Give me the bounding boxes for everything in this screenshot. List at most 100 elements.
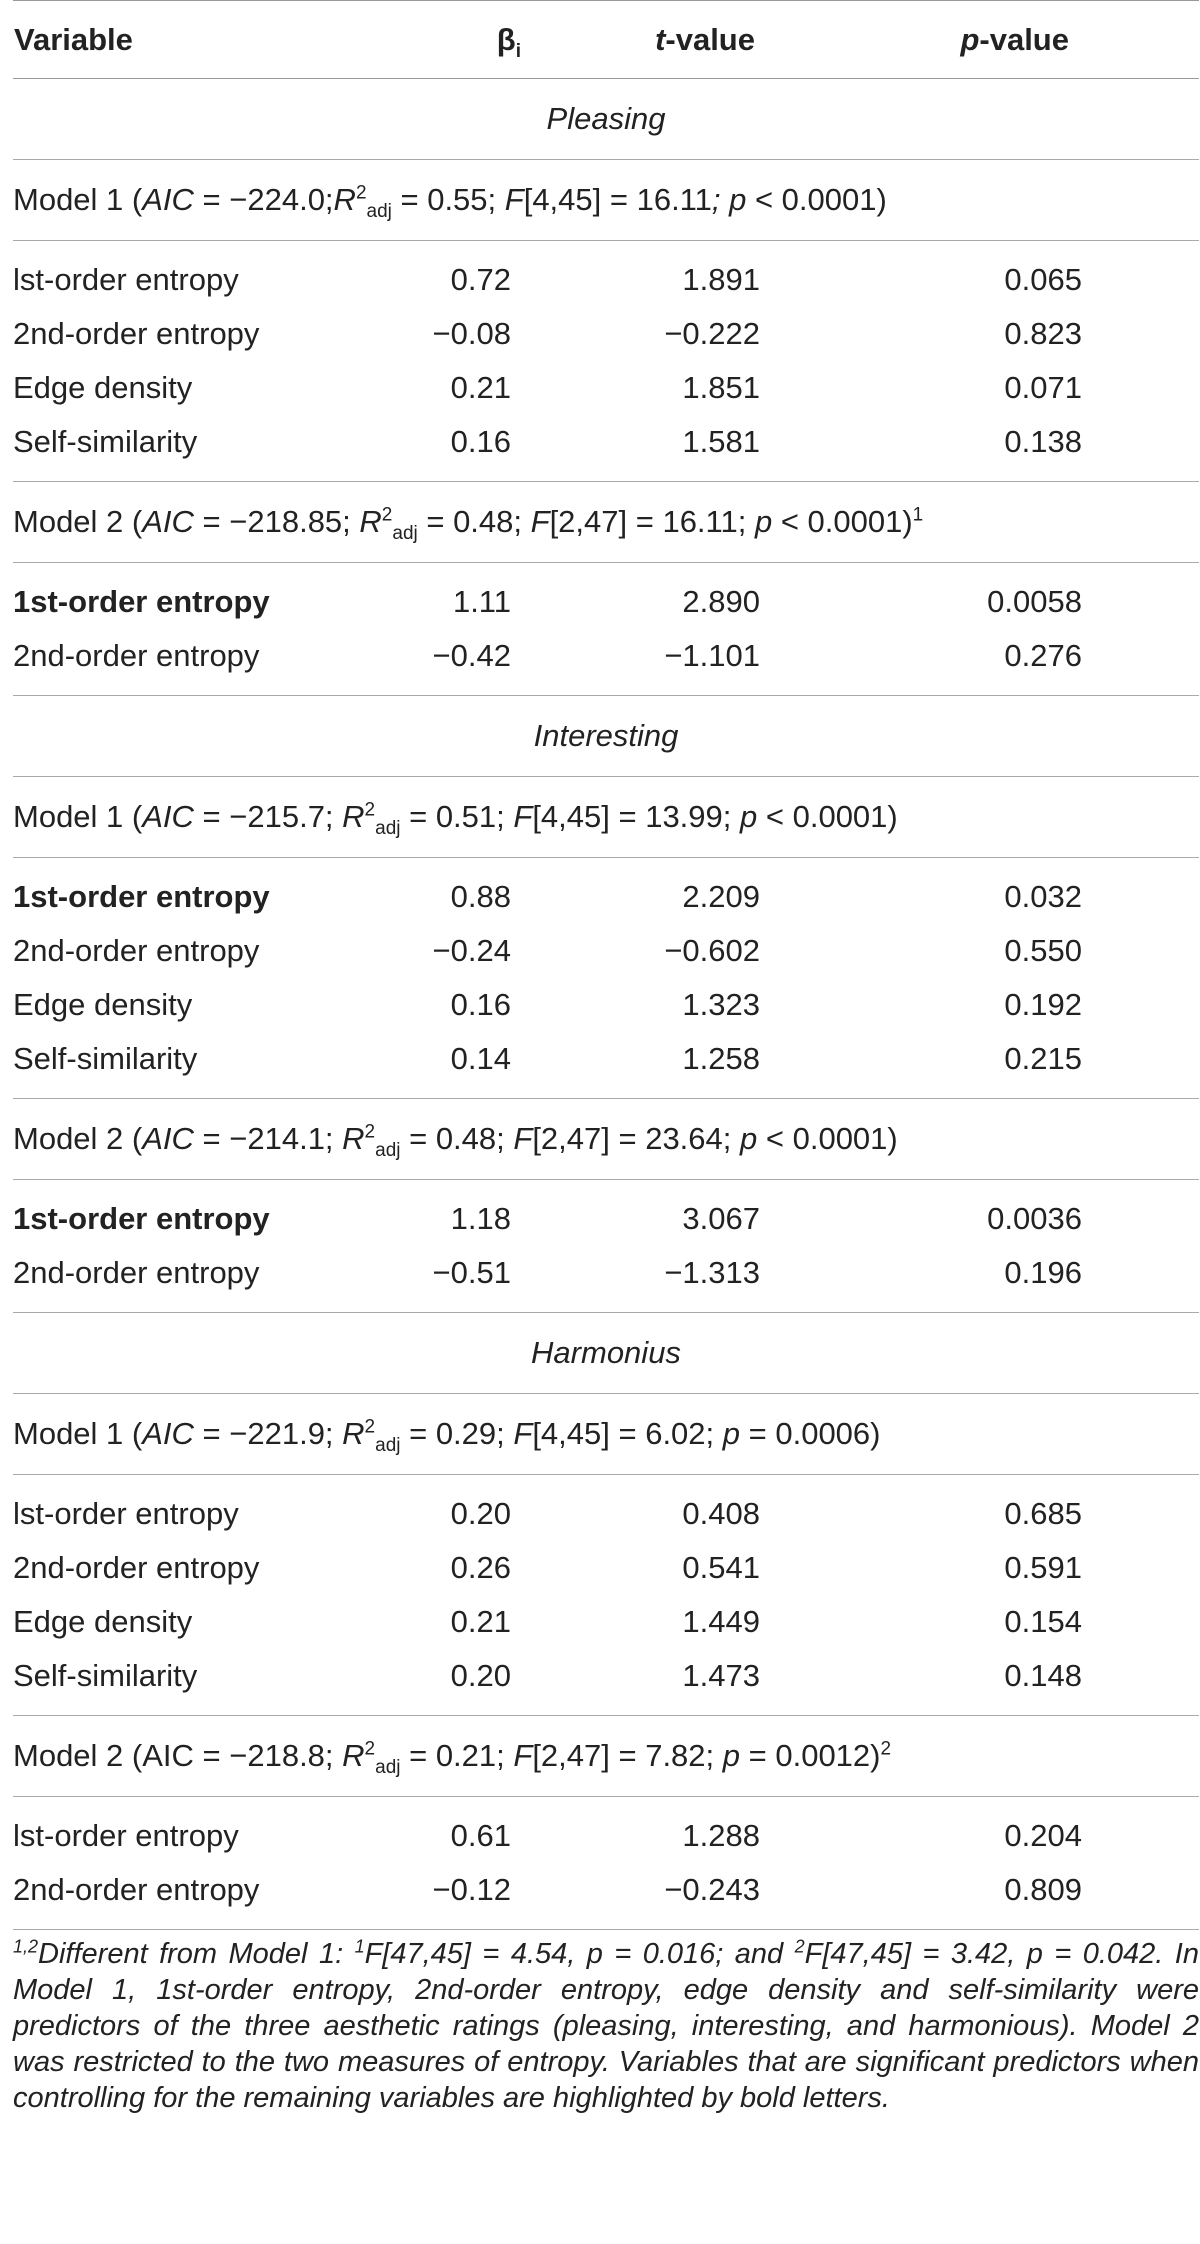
table-row: Edge density 0.21 1.851 0.071 (13, 361, 1199, 415)
model-stat-part: adj (375, 1435, 401, 1457)
model-stat-part: = 0.21; (400, 1738, 514, 1773)
variable-cell: lst-order entropy (13, 1496, 239, 1531)
table-row: lst-order entropy 0.61 1.288 0.204 (13, 1797, 1199, 1864)
header-t-letter: t (655, 21, 666, 57)
t-value-cell: 1.851 (682, 370, 760, 405)
model-stat-part: F (513, 1738, 533, 1773)
beta-cell: 0.20 (357, 1649, 533, 1716)
t-value-cell: −0.602 (664, 933, 760, 968)
model-stat-part: < 0.0001) (757, 1121, 898, 1156)
variable-cell: 1st-order entropy (13, 879, 270, 914)
table-row: Edge density 0.16 1.323 0.192 (13, 978, 1199, 1032)
variable-cell: 2nd-order entropy (13, 629, 357, 696)
model-label: Model 2 ( (13, 504, 143, 539)
p-value-cell: 0.196 (781, 1246, 1199, 1313)
model-stats: Model 2 (AIC = −218.85; R2adj = 0.48; F[… (13, 481, 1199, 563)
model-stat-part: [4,45] = 13.99; (532, 799, 741, 834)
p-value-cell: 0.276 (781, 629, 1199, 696)
table-row: 2nd-order entropy −0.08 −0.222 0.823 (13, 307, 1199, 361)
model-stat-part: < 0.0001) (746, 182, 887, 217)
model-stat-part: AIC (142, 182, 194, 217)
t-value-cell: 1.449 (682, 1604, 760, 1639)
model-stat-part: F (504, 182, 524, 217)
table-row: Self-similarity 0.14 1.258 0.215 (13, 1032, 1199, 1099)
p-value-cell: 0.685 (1004, 1496, 1082, 1531)
p-value-cell: 0.138 (781, 415, 1199, 482)
p-value-cell: 0.154 (1004, 1604, 1082, 1639)
p-value-cell: 0.591 (1004, 1550, 1082, 1585)
table-row: 2nd-order entropy 0.26 0.541 0.591 (13, 1541, 1199, 1595)
t-value-cell: 1.891 (682, 262, 760, 297)
variable-cell: lst-order entropy (13, 262, 239, 297)
model-stats: Model 1 (AIC = −224.0;R2adj = 0.55; F[4,… (13, 159, 1199, 241)
t-value-cell: 3.067 (682, 1201, 760, 1236)
model-stat-part: adj (375, 818, 401, 840)
model-stat-part: = 0.0012) (740, 1738, 881, 1773)
model-stat-part: = −215.7; (193, 799, 343, 834)
model-stat-part: = 0.29; (400, 1416, 514, 1451)
variable-cell: 1st-order entropy (13, 1201, 270, 1236)
t-value-cell: 2.890 (682, 584, 760, 619)
variable-cell: Self-similarity (13, 1032, 357, 1099)
model-stat-part: 2 (364, 1738, 376, 1760)
model-stats: Model 2 (AIC = −218.8; R2adj = 0.21; F[2… (13, 1715, 1199, 1797)
model-stat-part: 2 (355, 182, 367, 204)
variable-cell: 2nd-order entropy (13, 1863, 357, 1930)
variable-cell: 2nd-order entropy (13, 933, 260, 968)
model-stat-part: ; p (711, 182, 747, 217)
beta-cell: −0.42 (357, 629, 533, 696)
model-stat-part: = 0.51; (400, 799, 514, 834)
table-header-row: Variable βi t-value p-value (13, 0, 1199, 79)
table-footnote: 1,2Different from Model 1: 1F[47,45] = 4… (13, 1936, 1199, 2116)
model-stat-part: adj (392, 523, 418, 545)
t-value-cell: −1.313 (533, 1246, 781, 1313)
model-stat-part: R (342, 1738, 365, 1773)
p-value-cell: 0.550 (1004, 933, 1082, 968)
p-value-cell: 0.204 (1004, 1818, 1082, 1853)
footnote-sup-2: 2 (794, 1936, 805, 1957)
table-row: 2nd-order entropy −0.42 −1.101 0.276 (13, 629, 1199, 696)
model-stat-part: R (342, 1416, 365, 1451)
p-value-cell: 0.0058 (987, 584, 1082, 619)
t-value-cell: 1.323 (682, 987, 760, 1022)
model-stat-part: p (722, 1416, 741, 1451)
model-stat-part: < 0.0001) (757, 799, 898, 834)
model-stat-part: 2 (381, 504, 393, 526)
table-body: Pleasing Model 1 (AIC = −224.0;R2adj = 0.… (13, 78, 1199, 1930)
model-stat-part: AIC (142, 504, 194, 539)
beta-cell: −0.51 (357, 1246, 533, 1313)
variable-cell: 2nd-order entropy (13, 1550, 260, 1585)
t-value-cell: 1.258 (533, 1032, 781, 1099)
model-stat-part: F (530, 504, 550, 539)
header-p-letter: p (960, 21, 980, 57)
beta-cell: 0.88 (450, 879, 511, 914)
beta-cell: 0.21 (450, 1604, 511, 1639)
model-stat-part: = 0.0006) (740, 1416, 881, 1451)
regression-table: Variable βi t-value p-value Pleasing Mode… (13, 0, 1199, 1930)
header-p-suffix: -value (979, 21, 1069, 57)
variable-cell: Edge density (13, 370, 193, 405)
model-stat-part: 2 (880, 1738, 892, 1760)
variable-cell: lst-order entropy (13, 1818, 239, 1853)
p-value-cell: 0.148 (781, 1649, 1199, 1716)
model-stat-part: AIC (142, 799, 194, 834)
p-value-cell: 0.215 (781, 1032, 1199, 1099)
model-stat-part: = −214.1; (193, 1121, 343, 1156)
variable-cell: 2nd-order entropy (13, 1246, 357, 1313)
model-stats: Model 1 (AIC = −221.9; R2adj = 0.29; F[4… (13, 1393, 1199, 1475)
table-row: 1st-order entropy 0.88 2.209 0.032 (13, 858, 1199, 925)
footnote-text-2: F[47,45] = 4.54, p = 0.016; and (364, 1938, 795, 1970)
model-stat-part: R (333, 182, 356, 217)
beta-cell: 1.11 (452, 584, 511, 619)
table-row: 1st-order entropy 1.11 2.890 0.0058 (13, 563, 1199, 630)
model-stats: Model 2 (AIC = −214.1; R2adj = 0.48; F[2… (13, 1098, 1199, 1180)
table-row: Self-similarity 0.20 1.473 0.148 (13, 1649, 1199, 1716)
t-value-cell: 0.408 (682, 1496, 760, 1531)
header-t-suffix: -value (665, 21, 755, 57)
model-stat-part: = 0.48; (417, 504, 531, 539)
table-row: 1st-order entropy 1.18 3.067 0.0036 (13, 1180, 1199, 1247)
model-stat-part: [2,47] = 7.82; (532, 1738, 723, 1773)
model-row: Model 2 (AIC = −218.85; R2adj = 0.48; F[… (13, 481, 1199, 563)
beta-cell: 0.72 (450, 262, 511, 297)
table-row: Edge density 0.21 1.449 0.154 (13, 1595, 1199, 1649)
